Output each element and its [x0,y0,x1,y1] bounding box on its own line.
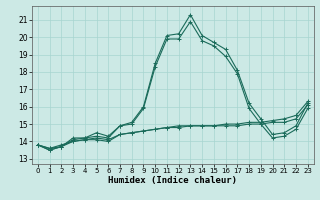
X-axis label: Humidex (Indice chaleur): Humidex (Indice chaleur) [108,176,237,185]
